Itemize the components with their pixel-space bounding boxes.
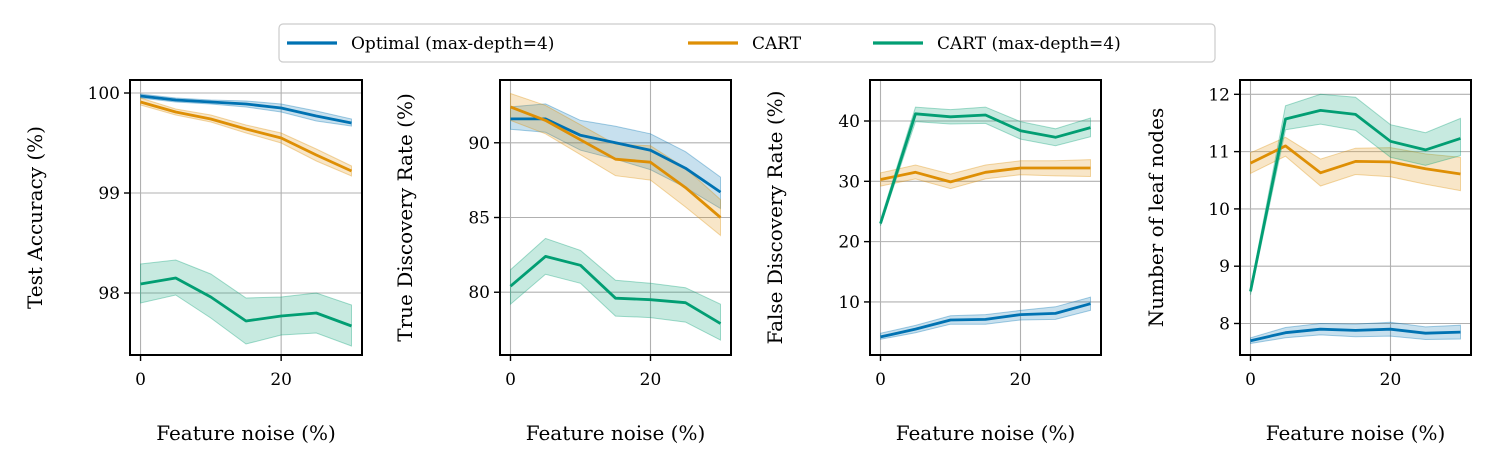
series-line-optimal [140, 94, 352, 125]
y-axis-label: False Discovery Rate (%) [763, 91, 787, 345]
y-tick-label: 99 [98, 184, 120, 204]
series-line-cart [140, 100, 353, 173]
band-optimal [1250, 321, 1461, 345]
axes-frame [129, 79, 363, 356]
y-axis-label: True Discovery Rate (%) [393, 93, 417, 342]
y-tick-label: 10 [1208, 200, 1230, 220]
x-axis-label: Feature noise (%) [156, 421, 336, 445]
y-tick-label: 8 [1219, 314, 1230, 334]
band-cart [140, 97, 352, 177]
x-tick-label: 20 [1380, 370, 1402, 390]
subplot-1: 0 20 98 99 100 Feature noise (%) Test Accuracy… [23, 79, 363, 445]
y-tick-label: 40 [838, 112, 860, 132]
y-tick-label: 10 [838, 293, 860, 313]
x-axis-label: Feature noise (%) [896, 421, 1076, 445]
x-tick-label: 20 [640, 370, 662, 390]
x-axis-label: Feature noise (%) [1266, 421, 1446, 445]
series-line-optimal [1250, 327, 1461, 343]
legend-frame [278, 23, 1216, 63]
legend: Optimal (max-depth=4) CART CART (max-dep… [278, 23, 1216, 63]
x-tick-label: 20 [270, 370, 292, 390]
subplot-2: 0 20 80 85 90 Feature noise (%) True Discovery… [393, 79, 732, 445]
y-tick-label: 20 [838, 233, 860, 253]
subplot-3: 0 20 10 20 30 40 Feature noise (%) False Discov… [763, 79, 1102, 445]
axes-frame [869, 79, 1102, 356]
y-tick-label: 30 [838, 172, 860, 192]
x-tick-label: 0 [505, 370, 516, 390]
band-cart_md4 [510, 237, 721, 341]
series-line-cart_md4 [879, 112, 1091, 224]
series-line-cart_md4 [1249, 109, 1461, 292]
legend-label-optimal: Optimal (max-depth=4) [351, 34, 554, 54]
y-tick-label: 100 [88, 84, 120, 104]
series-line-optimal [880, 302, 1091, 339]
x-tick-label: 0 [135, 370, 146, 390]
band-cart_md4 [140, 259, 352, 347]
axes-frame [1239, 79, 1472, 356]
x-tick-label: 0 [1245, 370, 1256, 390]
legend-label-cart-md4: CART (max-depth=4) [937, 34, 1121, 54]
y-tick-label: 90 [468, 134, 490, 154]
band-cart_md4 [1250, 93, 1461, 295]
series-line-cart_md4 [509, 254, 722, 325]
series-line-cart [880, 166, 1091, 184]
y-axis-label: Number of leaf nodes [1144, 108, 1168, 327]
y-tick-label: 12 [1208, 85, 1230, 105]
y-tick-label: 80 [468, 283, 490, 303]
y-tick-label: 98 [98, 284, 120, 304]
band-cart_md4 [880, 106, 1091, 227]
y-tick-label: 11 [1208, 143, 1230, 163]
y-tick-label: 9 [1219, 257, 1230, 277]
x-tick-label: 20 [1010, 370, 1032, 390]
x-axis-label: Feature noise (%) [526, 421, 706, 445]
series-line-cart [1249, 144, 1461, 176]
subplot-4: 0 20 8 9 10 11 12 Feature noise (%) Number of le… [1144, 79, 1472, 445]
band-cart [1250, 136, 1461, 192]
legend-label-cart: CART [752, 34, 802, 54]
y-tick-label: 85 [468, 209, 490, 229]
series-line-cart [509, 105, 722, 219]
y-axis-label: Test Accuracy (%) [23, 126, 47, 309]
x-tick-label: 0 [875, 370, 886, 390]
series-line-cart_md4 [140, 276, 352, 328]
